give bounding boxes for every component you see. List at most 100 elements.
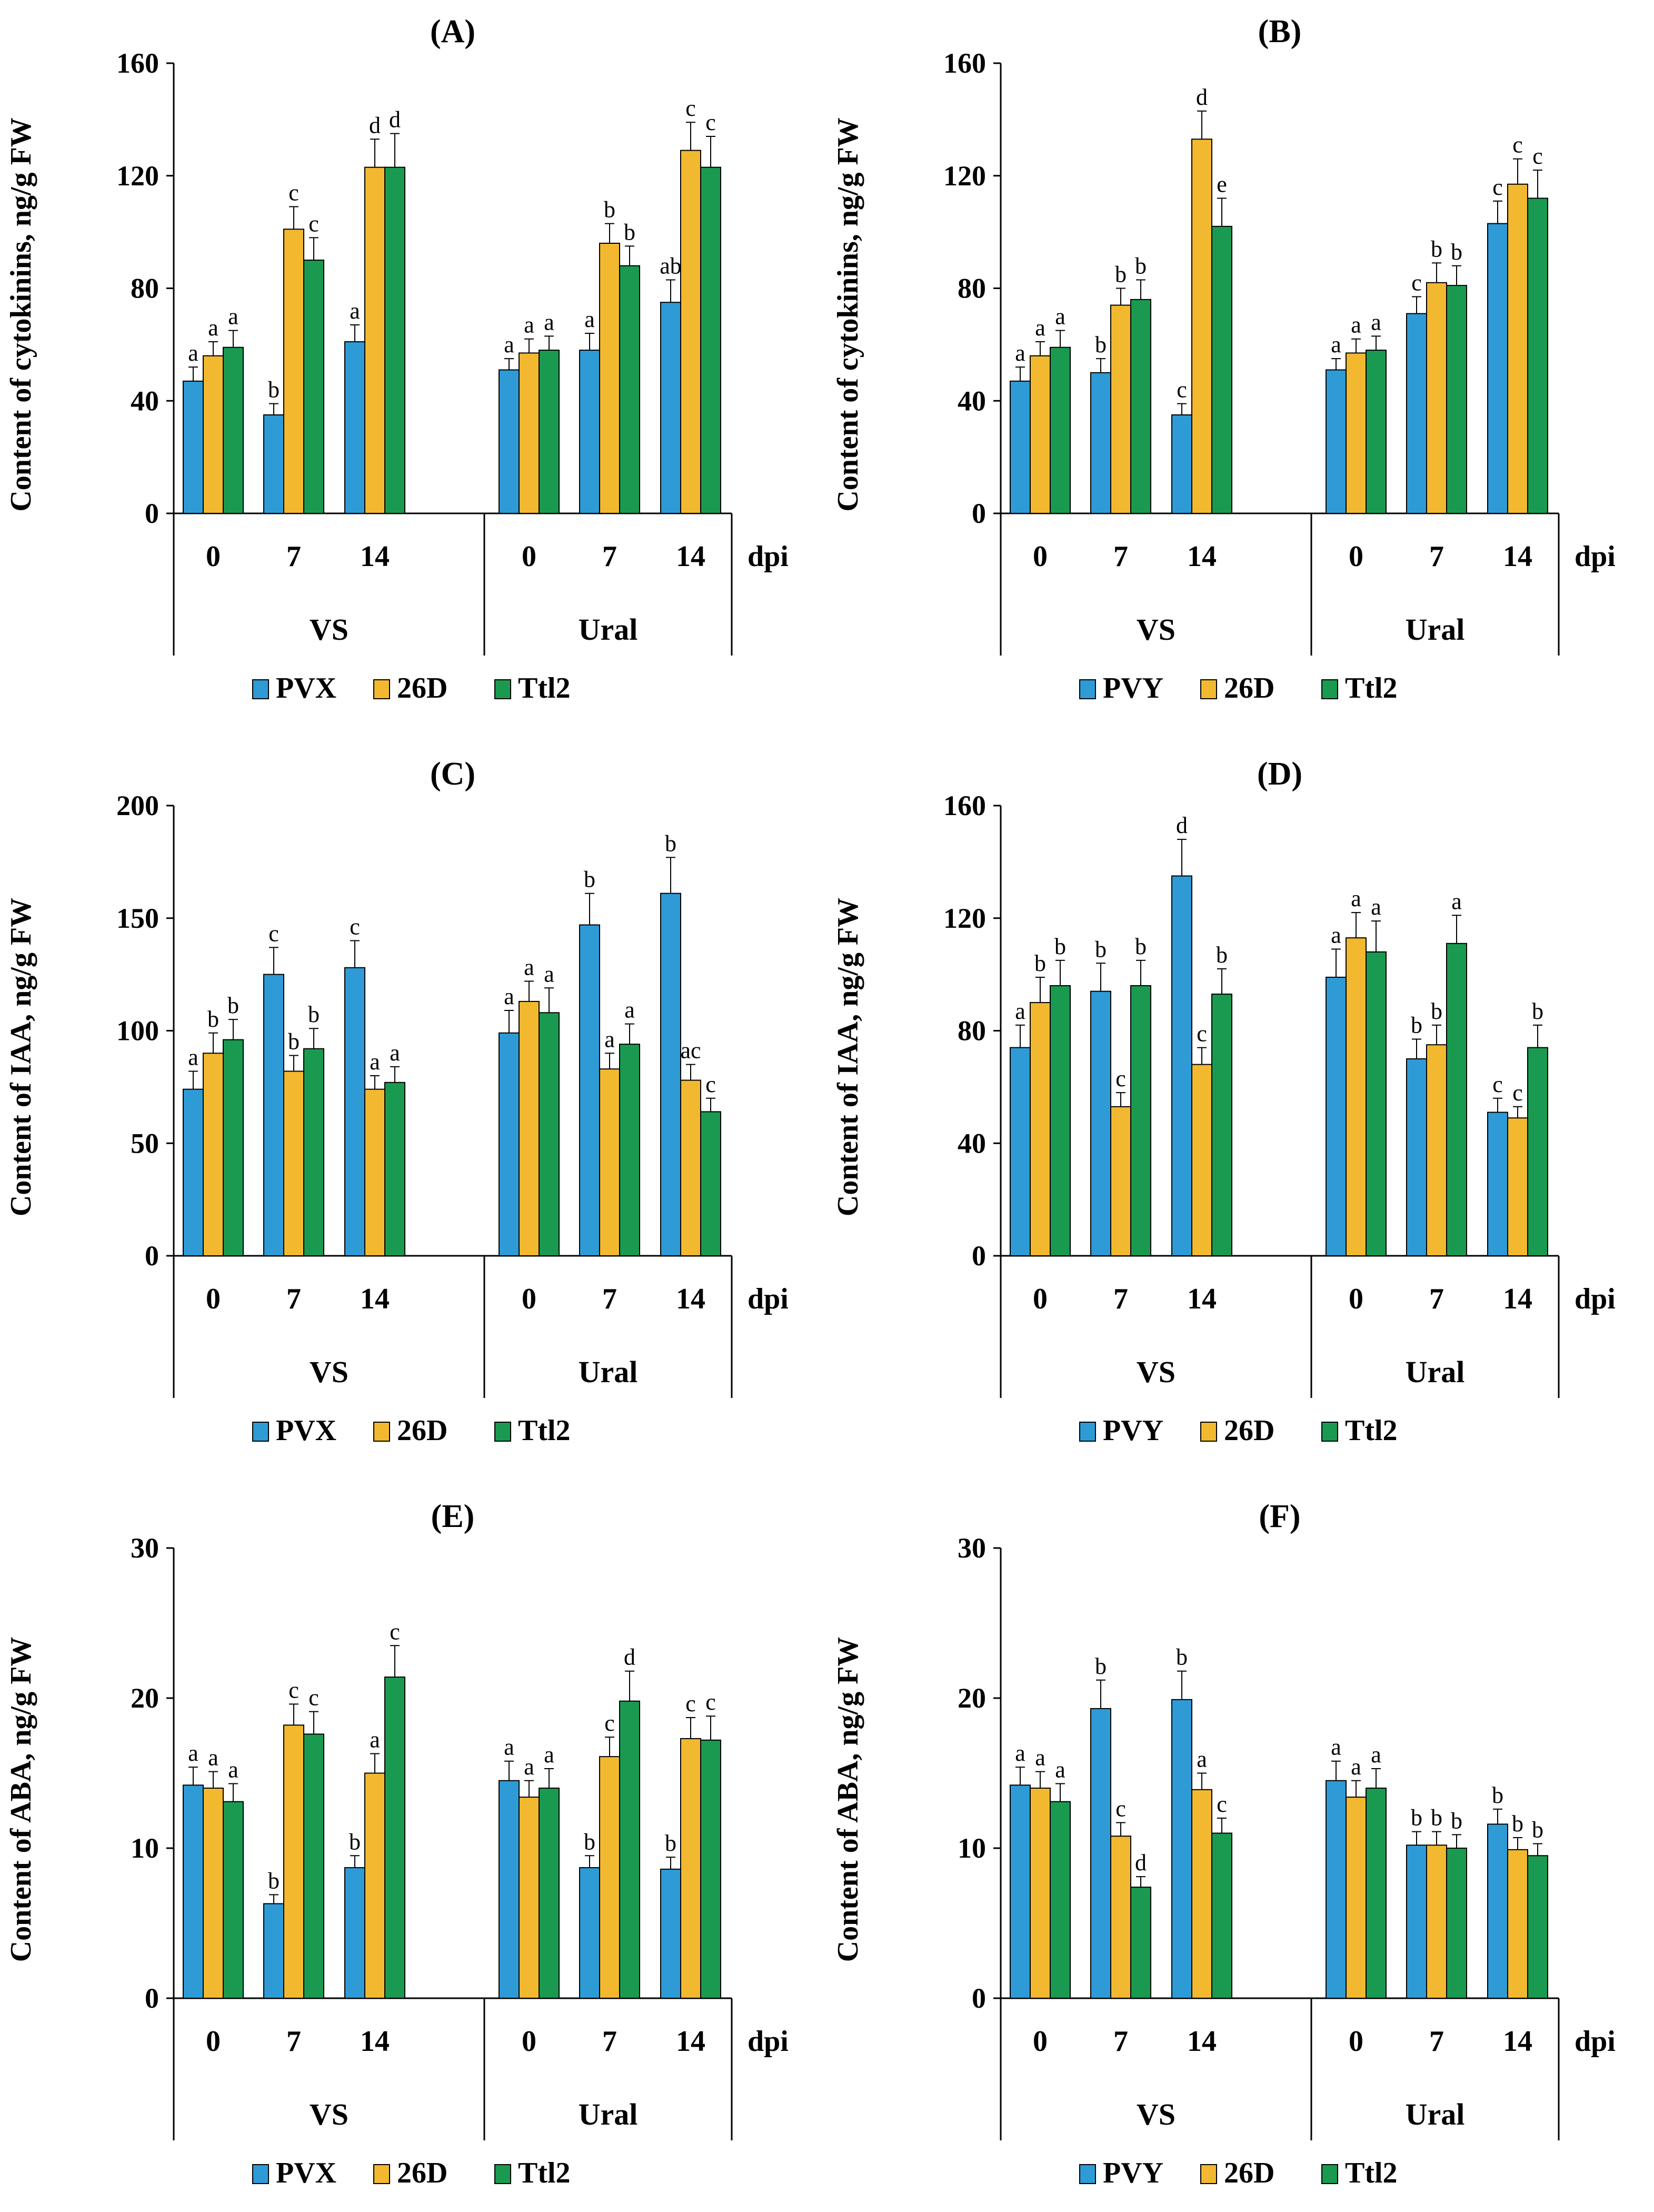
- significance-label: c: [1532, 143, 1543, 169]
- legend: PVY 26D Ttl2: [1079, 2157, 1398, 2189]
- legend-swatch: [1079, 2164, 1096, 2184]
- bar: [1050, 346, 1071, 514]
- significance-label: c: [350, 914, 360, 940]
- legend-label: Ttl2: [518, 2157, 571, 2189]
- y-tick-label: 40: [958, 1127, 986, 1159]
- bar: [1090, 1708, 1111, 1999]
- y-tick-label: 0: [972, 498, 986, 529]
- significance-label: c: [1217, 1791, 1227, 1817]
- significance-label: a: [228, 1757, 238, 1782]
- bar: [203, 355, 224, 514]
- significance-label: c: [288, 180, 299, 206]
- bar: [539, 350, 560, 514]
- significance-label: c: [308, 1685, 319, 1711]
- legend-swatch: [1200, 1422, 1217, 1442]
- significance-label: b: [1095, 332, 1107, 358]
- significance-label: d: [624, 1644, 635, 1670]
- x-tick-label: 0: [206, 540, 221, 573]
- y-tick-label: 150: [116, 902, 159, 934]
- x-tick-label: 14: [360, 540, 390, 573]
- bar: [1010, 1047, 1031, 1256]
- legend-label: PVY: [1103, 672, 1163, 705]
- significance-label: a: [228, 304, 238, 330]
- panel-c: (C) Content of IAA, ng/g FW 0 50 100 150 200 0 7…: [5, 756, 789, 1447]
- significance-label: a: [1197, 1747, 1207, 1772]
- significance-label: a: [544, 1742, 554, 1768]
- legend-label: Ttl2: [1345, 1414, 1398, 1447]
- bar: [1446, 943, 1467, 1256]
- bar: [619, 1700, 640, 1999]
- legend-label: 26D: [397, 672, 447, 705]
- significance-label: a: [1055, 304, 1065, 330]
- bar: [499, 1032, 520, 1257]
- significance-label: b: [1095, 1653, 1107, 1679]
- y-tick-label: 0: [145, 1240, 159, 1272]
- significance-label: b: [584, 867, 595, 892]
- significance-label: b: [1095, 936, 1107, 962]
- bar: [499, 1780, 520, 1999]
- bar: [1211, 225, 1232, 514]
- bar: [283, 229, 304, 514]
- bar: [1366, 350, 1387, 514]
- bar: [1406, 1844, 1427, 1999]
- significance-label: c: [1492, 1072, 1503, 1097]
- x-tick-label: 7: [602, 540, 617, 573]
- x-group-label: VS: [310, 1355, 348, 1389]
- significance-label: c: [390, 1619, 400, 1644]
- legend: PVY 26D Ttl2: [1079, 672, 1398, 705]
- x-axis-unit-label: dpi: [1575, 540, 1616, 573]
- significance-label: b: [1431, 998, 1442, 1024]
- bar: [680, 150, 701, 514]
- bar: [364, 1088, 385, 1257]
- bar: [1191, 138, 1212, 514]
- bar: [599, 1068, 620, 1256]
- legend-swatch: [1321, 2164, 1338, 2184]
- significance-label: a: [584, 306, 595, 332]
- bar: [1326, 1780, 1347, 1999]
- significance-label: a: [504, 1734, 514, 1760]
- y-tick-label: 0: [145, 1982, 159, 2014]
- significance-label: c: [705, 1072, 716, 1097]
- bar: [599, 243, 620, 514]
- x-group-label: Ural: [1406, 2097, 1465, 2131]
- panel-title: (E): [431, 1499, 475, 1534]
- significance-label: b: [665, 1830, 676, 1856]
- x-tick-label: 7: [602, 2025, 617, 2058]
- significance-label: c: [1411, 270, 1422, 296]
- legend-swatch: [1200, 679, 1217, 699]
- bar: [1366, 1788, 1387, 1999]
- bar: [519, 1797, 540, 1999]
- significance-label: b: [227, 993, 239, 1018]
- significance-label: d: [389, 107, 401, 133]
- legend-label: PVY: [1103, 2157, 1163, 2189]
- x-tick-label: 14: [1503, 1283, 1532, 1315]
- legend-label: 26D: [1224, 672, 1274, 705]
- bar: [1346, 1797, 1367, 1999]
- bar: [1211, 1832, 1232, 1999]
- x-axis-unit-label: dpi: [748, 1283, 789, 1315]
- legend-swatch: [494, 679, 511, 699]
- x-tick-label: 14: [1503, 2025, 1532, 2058]
- bar: [1171, 1699, 1192, 1999]
- significance-label: a: [1055, 1757, 1065, 1782]
- bar: [283, 1724, 304, 1999]
- bar: [1191, 1064, 1212, 1256]
- significance-label: b: [308, 1001, 320, 1027]
- x-tick-label: 7: [1113, 2025, 1128, 2058]
- panel-a: (A) Content of cytokinins, ng/g FW 0 40 80 12…: [5, 14, 789, 705]
- x-tick-label: 14: [360, 1283, 390, 1315]
- legend-label: Ttl2: [1345, 672, 1398, 705]
- x-tick-label: 14: [1503, 540, 1532, 573]
- bar: [680, 1738, 701, 1999]
- bar: [364, 1772, 385, 1999]
- legend-swatch: [1321, 679, 1338, 699]
- x-group-label: VS: [1137, 612, 1175, 647]
- significance-label: b: [1135, 253, 1147, 279]
- bar: [1527, 1047, 1548, 1256]
- bar: [183, 380, 204, 514]
- significance-label: a: [504, 332, 514, 358]
- bar: [1507, 1849, 1528, 1999]
- bar: [1171, 414, 1192, 514]
- x-axis-unit-label: dpi: [748, 540, 789, 573]
- bar: [1191, 1789, 1212, 1999]
